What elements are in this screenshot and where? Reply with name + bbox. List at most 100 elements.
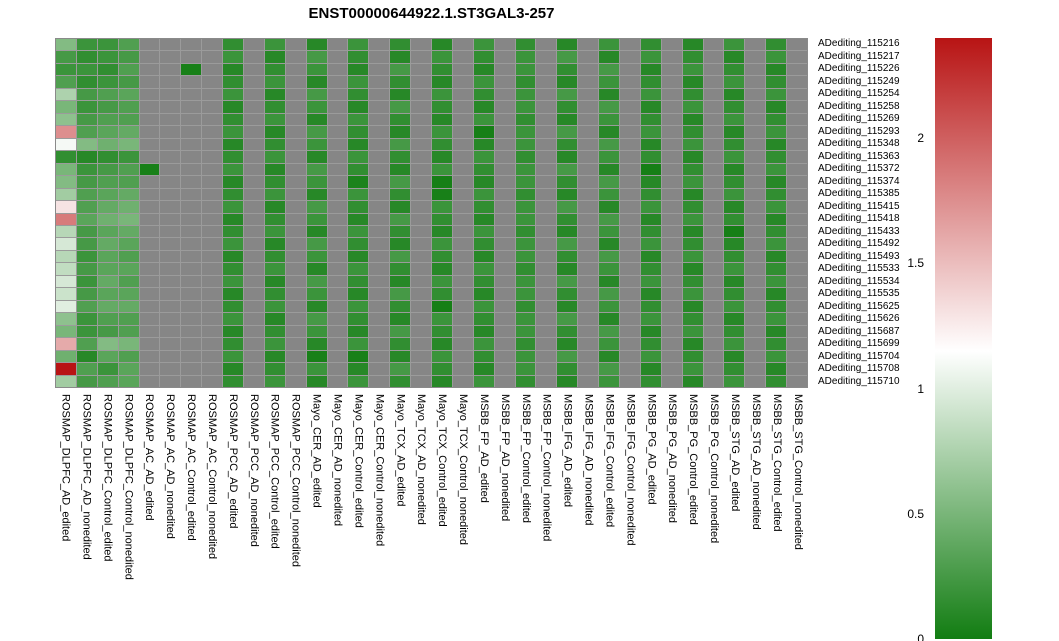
heatmap-cell [745,363,766,375]
heatmap-cell [536,76,557,88]
column-label-cell: MSBB_IFG_AD_nonedited [578,394,599,640]
heatmap-cell [703,51,724,63]
column-label-cell: MSBB_PG_Control_edited [683,394,704,640]
heatmap-cell [578,288,599,300]
heatmap-cell [97,176,118,188]
heatmap-cell [515,176,536,188]
heatmap-cell [557,238,578,250]
heatmap-cell [118,201,139,213]
column-label: ROSMAP_AC_AD_edited [143,394,156,521]
column-label-cell: ROSMAP_AC_AD_nonedited [160,394,181,640]
heatmap-cell [118,176,139,188]
heatmap-cell [76,213,97,225]
column-label: MSBB_PG_Control_edited [687,394,700,525]
heatmap-cell [118,138,139,151]
heatmap-cell [223,363,243,375]
heatmap-cell [411,138,431,151]
heatmap-cell [620,288,640,300]
column-label: ROSMAP_AC_Control_nonedited [205,394,218,560]
heatmap-cell [306,325,327,338]
heatmap-cell [306,350,327,363]
heatmap-cell [599,188,619,201]
heatmap-cell [327,275,348,288]
heatmap-cell [578,39,599,51]
heatmap-cell [724,113,745,126]
heatmap-cell [76,138,97,151]
heatmap-cell [411,51,431,63]
heatmap-cell [97,63,118,76]
heatmap-cell [703,325,724,338]
heatmap-cell [452,213,473,225]
heatmap-cell [703,238,724,250]
heatmap-cell [557,263,578,275]
heatmap-cell [118,51,139,63]
heatmap-cell [557,76,578,88]
heatmap-cell [202,188,223,201]
heatmap-cell [264,163,285,176]
heatmap-cell [160,213,181,225]
heatmap-cell [390,176,411,188]
heatmap-cell [724,313,745,325]
heatmap-cell [348,126,369,138]
heatmap-cell [411,101,431,113]
heatmap-cell [348,39,369,51]
heatmap-cell [202,51,223,63]
heatmap-cell [682,325,703,338]
heatmap-cell [348,113,369,126]
heatmap-cell [139,176,160,188]
heatmap-cell [640,325,661,338]
heatmap-cell [494,88,515,101]
heatmap-cell [787,126,807,138]
heatmap-cell [661,363,682,375]
heatmap-cell [599,201,619,213]
heatmap-cell [160,350,181,363]
heatmap-cell [411,63,431,76]
heatmap-cell [244,213,264,225]
heatmap-cell [640,250,661,263]
heatmap-cell [787,263,807,275]
column-label: Mayo_CER_Control_nonedited [373,394,386,547]
heatmap-cell [327,188,348,201]
heatmap-cell [202,325,223,338]
heatmap-cell [724,176,745,188]
heatmap-cell [703,176,724,188]
heatmap-cell [536,250,557,263]
column-label-cell: ROSMAP_DLPFC_AD_edited [55,394,76,640]
heatmap-cell [494,113,515,126]
heatmap-cell [494,101,515,113]
heatmap-cell [452,275,473,288]
heatmap-cell [118,275,139,288]
heatmap-cell [578,76,599,88]
heatmap-cell [620,151,640,163]
heatmap-cell [56,63,76,76]
heatmap-cell [348,201,369,213]
heatmap-cell [515,113,536,126]
heatmap-cell [327,313,348,325]
heatmap-cell [787,201,807,213]
heatmap-cell [620,51,640,63]
heatmap-cell [473,325,494,338]
heatmap-cell [327,201,348,213]
heatmap-cell [369,51,390,63]
heatmap-cell [97,250,118,263]
heatmap-cell [682,225,703,238]
heatmap-cell [661,188,682,201]
heatmap-cell [661,163,682,176]
heatmap-cell [306,39,327,51]
heatmap-cell [118,101,139,113]
heatmap-cell [181,350,202,363]
heatmap-cell [264,225,285,238]
heatmap-cell [703,288,724,300]
heatmap-cell [327,163,348,176]
heatmap-cell [787,375,807,387]
heatmap-cell [682,63,703,76]
heatmap-cell [557,350,578,363]
heatmap-cell [620,363,640,375]
heatmap-cell [390,300,411,313]
heatmap-cell [515,201,536,213]
heatmap-cell [557,163,578,176]
heatmap-cell [181,225,202,238]
heatmap-cell [327,39,348,51]
heatmap-cell [181,375,202,387]
heatmap-cell [56,300,76,313]
